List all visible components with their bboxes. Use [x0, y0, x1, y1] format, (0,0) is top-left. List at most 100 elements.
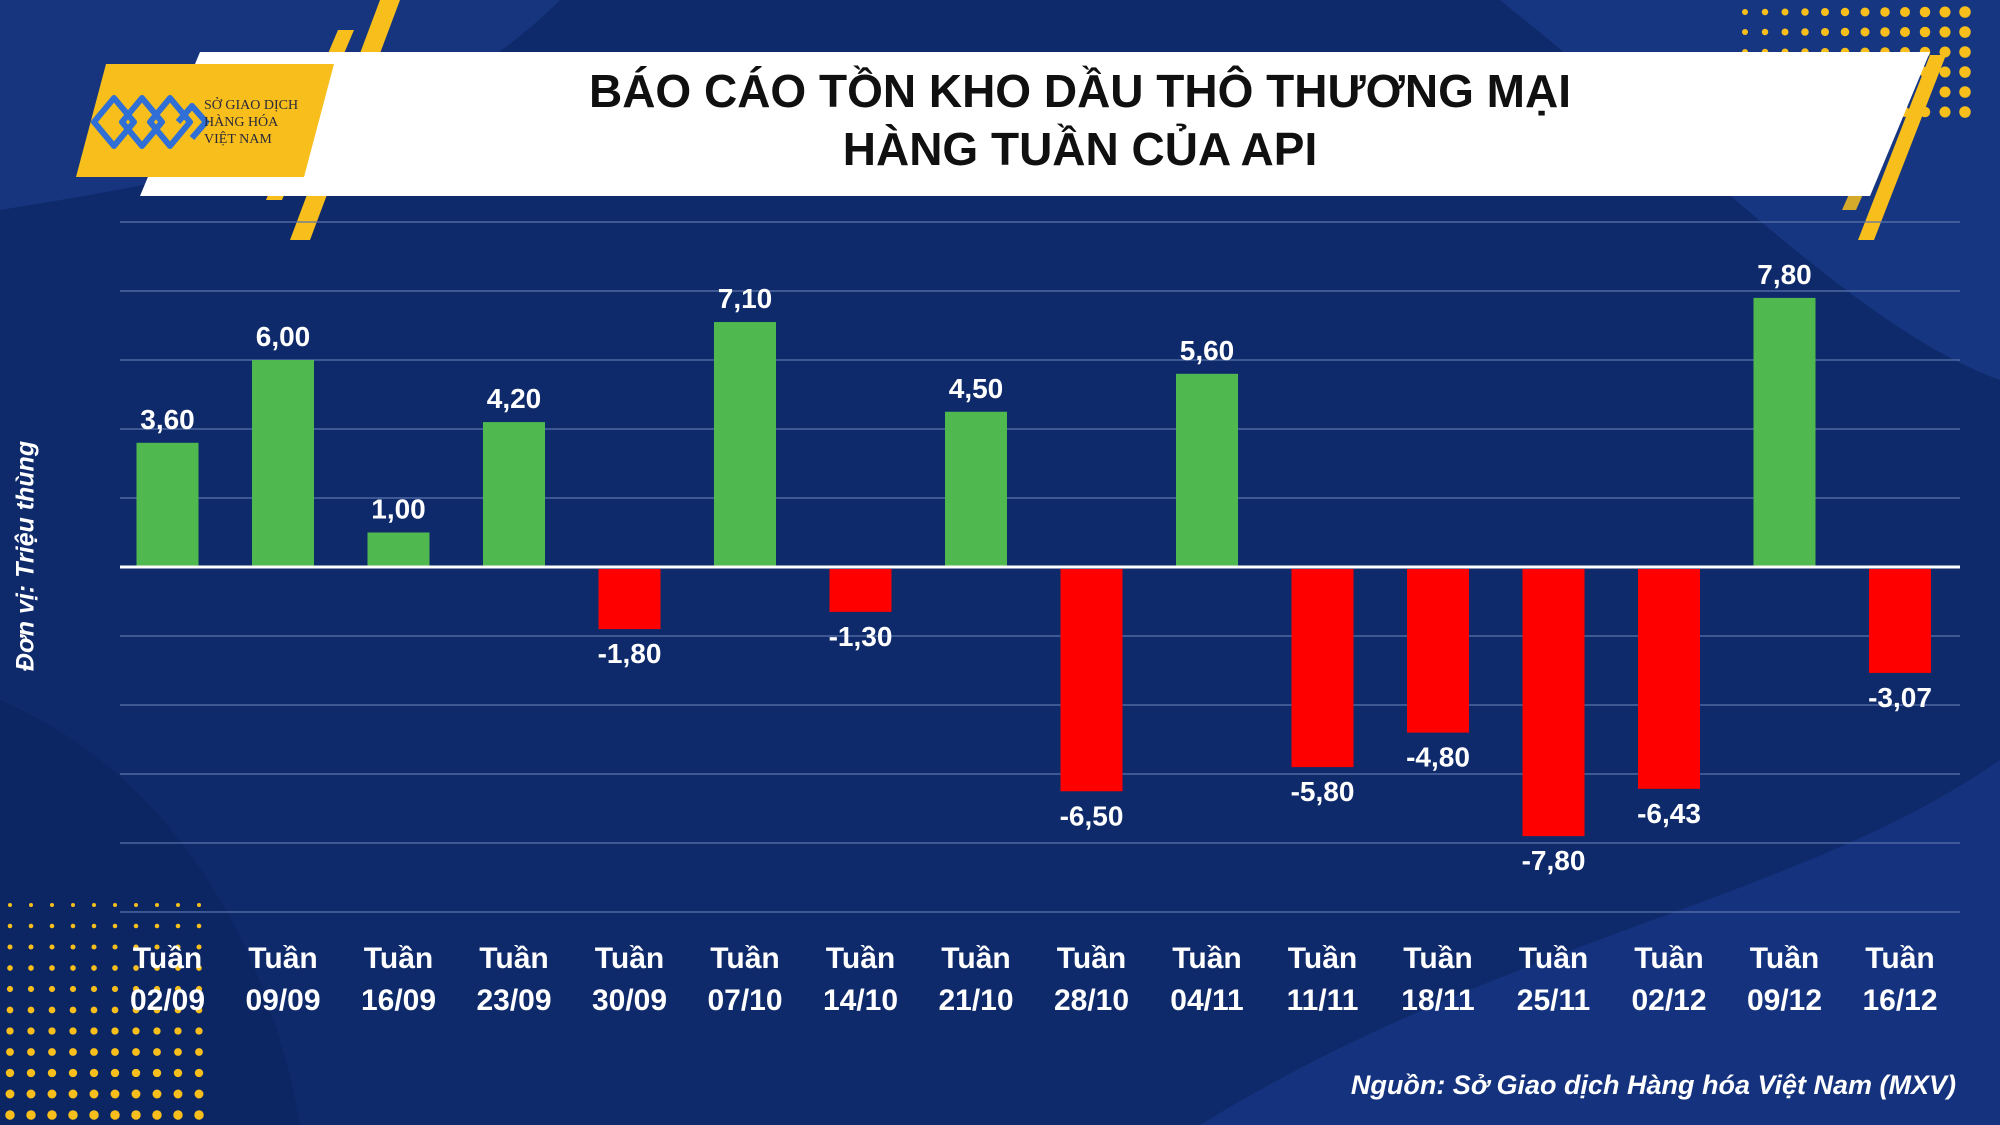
logo-mark-icon: [90, 82, 210, 162]
decor-dot: [1900, 7, 1910, 17]
bars: [136, 297, 1931, 837]
decor-dot: [154, 923, 160, 929]
decor-dot: [7, 944, 13, 950]
decor-dot: [113, 903, 117, 907]
data-label: -7,80: [1522, 845, 1586, 876]
data-label: -6,43: [1637, 798, 1701, 829]
decor-dot: [90, 1027, 98, 1035]
decor-dot: [153, 985, 161, 993]
decor-dot: [152, 1110, 162, 1120]
decor-dot: [69, 1027, 77, 1035]
decor-dot: [155, 903, 159, 907]
data-label: 1,00: [371, 494, 426, 525]
decor-dot: [27, 1006, 35, 1014]
decor-dot: [1919, 6, 1931, 18]
decor-dot: [70, 923, 76, 929]
decor-dot: [7, 965, 13, 971]
decor-dot: [175, 965, 181, 971]
tick-label: 21/10: [938, 984, 1013, 1017]
decor-dot: [90, 985, 98, 993]
decor-dot: [196, 923, 202, 929]
decor-dot: [49, 965, 55, 971]
tick-label: 14/10: [823, 984, 898, 1017]
decor-dot: [195, 985, 203, 993]
decor-dot: [134, 903, 138, 907]
decor-dot: [112, 944, 118, 950]
logo-line-2: HÀNG HÓA: [204, 115, 279, 130]
bar: [1060, 569, 1123, 792]
tick-label: Tuần: [1750, 942, 1819, 975]
decor-dot: [1801, 8, 1809, 16]
decor-dot: [1959, 86, 1971, 98]
decor-dot: [1939, 6, 1951, 18]
tick-label: Tuần: [1172, 942, 1241, 975]
decor-dot: [5, 1068, 15, 1078]
decor-dot: [68, 1068, 78, 1078]
decor-dot: [89, 1068, 99, 1078]
decor-dot: [176, 903, 180, 907]
bar: [1176, 373, 1238, 567]
decor-dot: [194, 1089, 204, 1099]
tick-label: 09/12: [1747, 984, 1822, 1017]
tick-label: Tuần: [1288, 942, 1357, 975]
tick-label: Tuần: [1634, 942, 1703, 975]
decor-dot: [1900, 27, 1910, 37]
decor-dot: [152, 1089, 162, 1099]
data-label: -1,30: [829, 621, 893, 652]
decor-dot: [153, 1027, 161, 1035]
tick-label: Tuần: [133, 942, 202, 975]
decor-dot: [1880, 27, 1890, 37]
decor-dot: [47, 1110, 57, 1120]
decor-dot: [6, 1048, 14, 1056]
decor-dot: [1880, 7, 1890, 17]
decor-dot: [69, 1048, 77, 1056]
decor-dot: [1840, 7, 1850, 17]
bar: [829, 569, 892, 612]
decor-dot: [69, 1006, 77, 1014]
decor-dot: [111, 1048, 119, 1056]
decor-dot: [175, 923, 181, 929]
tick-label: 16/09: [361, 984, 436, 1017]
decor-dot: [111, 1006, 119, 1014]
bar: [598, 569, 661, 630]
decor-dot: [26, 1110, 36, 1120]
decor-dot: [154, 944, 160, 950]
logo-text: SỞ GIAO DỊCH HÀNG HÓA VIỆT NAM: [204, 97, 324, 148]
data-label: -1,80: [598, 638, 662, 669]
decor-dot: [132, 985, 140, 993]
decor-dot: [1939, 46, 1951, 58]
decor-dot: [5, 1110, 15, 1120]
data-label: -4,80: [1406, 742, 1470, 773]
decor-dot: [1959, 66, 1971, 78]
decor-dot: [133, 944, 139, 950]
decor-dot: [49, 923, 55, 929]
dot-pattern-bottom-left: [5, 903, 204, 1120]
tick-label: 18/11: [1401, 984, 1474, 1017]
bar: [1407, 569, 1469, 733]
decor-dot: [91, 944, 97, 950]
decor-dot: [27, 1048, 35, 1056]
data-label: 7,80: [1757, 259, 1812, 290]
decor-dot: [152, 1068, 162, 1078]
decor-dot: [27, 985, 35, 993]
data-label: 5,60: [1180, 335, 1235, 366]
bar: [945, 411, 1007, 567]
decor-dot: [1761, 28, 1769, 36]
decor-dot: [68, 1110, 78, 1120]
decor-dot: [1939, 106, 1951, 118]
decor-dot: [1860, 27, 1870, 37]
source-note: Nguồn: Sở Giao dịch Hàng hóa Việt Nam (M…: [1350, 1070, 1956, 1100]
decor-dot: [6, 985, 14, 993]
decor-dot: [47, 1068, 57, 1078]
logo-line-3: VIỆT NAM: [204, 132, 272, 147]
decor-dot: [153, 1006, 161, 1014]
tick-label: 30/09: [592, 984, 667, 1017]
decor-dot: [28, 923, 34, 929]
tick-label: Tuần: [1519, 942, 1588, 975]
tick-label: Tuần: [710, 942, 779, 975]
tick-label: Tuần: [248, 942, 317, 975]
decor-dot: [197, 903, 201, 907]
decor-dot: [132, 1027, 140, 1035]
decor-dot: [1761, 8, 1769, 16]
decor-dot: [132, 1048, 140, 1056]
